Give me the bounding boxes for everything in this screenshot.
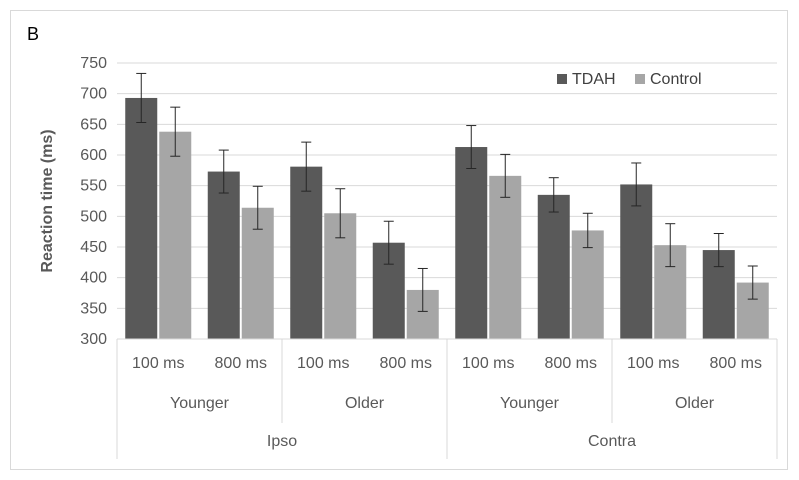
legend-label-tdah: TDAH: [572, 71, 616, 88]
x-tick-label: 800 ms: [710, 355, 762, 372]
panel-label: B: [27, 24, 39, 44]
x-tick-label: 100 ms: [132, 355, 184, 372]
x-tick-label: 800 ms: [215, 355, 267, 372]
y-tick-label: 350: [80, 300, 107, 317]
x-tick-label: 100 ms: [297, 355, 349, 372]
bar-tdah-6: [620, 184, 653, 339]
bar-tdah-0: [125, 97, 158, 340]
x-tick-label: 800 ms: [545, 355, 597, 372]
bar-tdah-1: [207, 171, 240, 339]
bar-control-0: [159, 131, 192, 339]
y-tick-label: 500: [80, 208, 107, 225]
chart-frame: B 300 350 400 450 500 550 600 650 700 750 Reactio…: [10, 10, 788, 470]
x-axis: 100 ms 800 ms 100 ms 800 ms 100 ms 800 ms 100 …: [116, 338, 778, 459]
group-label-level2: Younger: [500, 395, 560, 412]
y-tick-label: 650: [80, 116, 107, 133]
y-tick-label: 750: [80, 55, 107, 72]
group-label-level3: Ipso: [267, 433, 297, 450]
y-axis-ticks: 300 350 400 450 500 550 600 650 700 750: [80, 55, 107, 348]
x-tick-label: 100 ms: [627, 355, 679, 372]
group-label-level3: Contra: [588, 433, 636, 450]
bar-tdah-2: [290, 166, 323, 339]
legend-swatch-control: [635, 74, 645, 84]
bar-tdah-5: [537, 194, 570, 339]
bar-chart: B 300 350 400 450 500 550 600 650 700 750 Reactio…: [27, 24, 778, 459]
bar-control-4: [489, 175, 522, 339]
y-tick-label: 550: [80, 178, 107, 195]
group-label-level2: Younger: [170, 395, 230, 412]
group-label-level2: Older: [345, 395, 385, 412]
legend-swatch-tdah: [557, 74, 567, 84]
y-axis-label: Reaction time (ms): [39, 129, 56, 272]
y-tick-label: 700: [80, 86, 107, 103]
legend-label-control: Control: [650, 71, 702, 88]
bars: [125, 97, 769, 340]
x-tick-label: 800 ms: [380, 355, 432, 372]
x-tick-label: 100 ms: [462, 355, 514, 372]
bar-tdah-4: [455, 147, 488, 339]
y-tick-label: 300: [80, 331, 107, 348]
error-bars: [136, 72, 758, 312]
bar-control-5: [571, 230, 604, 339]
y-tick-label: 450: [80, 239, 107, 256]
group-label-level2: Older: [675, 395, 715, 412]
y-tick-label: 400: [80, 270, 107, 287]
legend: TDAH Control: [557, 71, 702, 88]
y-tick-label: 600: [80, 147, 107, 164]
